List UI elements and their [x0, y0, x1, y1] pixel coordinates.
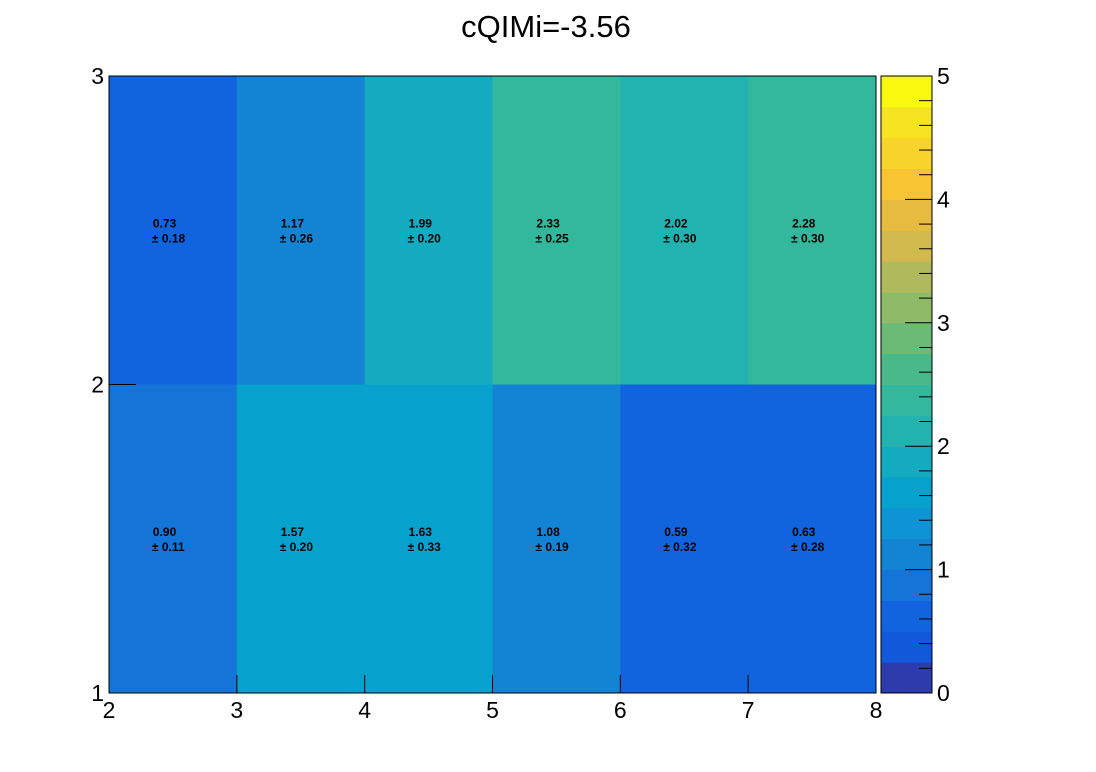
heatmap-cell — [748, 76, 877, 385]
colorbar-segment — [881, 199, 932, 231]
heatmap-cell — [492, 384, 621, 694]
heatmap-cell — [620, 76, 749, 385]
heatmap-cell — [364, 76, 493, 385]
colorbar-tick-label: 5 — [937, 63, 950, 89]
cell-value-label: 0.59 — [664, 525, 688, 539]
colorbar-segment — [881, 106, 932, 139]
x-tick-label: 6 — [614, 697, 627, 723]
y-tick-label: 3 — [91, 63, 104, 89]
heatmap-cell-labels: 0.73± 0.181.17± 0.261.99± 0.202.33± 0.25… — [152, 216, 825, 554]
heatmap-cell — [620, 384, 749, 694]
cell-error-label: ± 0.18 — [152, 231, 186, 245]
colorbar-segment — [881, 261, 932, 293]
cell-value-label: 1.08 — [536, 525, 560, 539]
cell-value-label: 1.17 — [281, 216, 305, 230]
x-tick-label: 4 — [358, 697, 371, 723]
heatmap-cell — [236, 384, 366, 694]
colorbar-segment — [881, 600, 932, 632]
cell-error-label: ± 0.32 — [663, 540, 697, 554]
colorbar-segment — [881, 415, 932, 447]
cell-value-label: 1.57 — [281, 525, 305, 539]
cell-value-label: 1.63 — [409, 525, 433, 539]
colorbar-segment — [881, 137, 932, 170]
x-tick-label: 7 — [742, 697, 755, 723]
colorbar-segment — [881, 662, 932, 694]
colorbar-segment — [881, 353, 932, 385]
heatmap-cell — [748, 384, 877, 694]
colorbar-tick-label: 0 — [937, 680, 950, 706]
heatmap-cells — [109, 76, 877, 694]
cell-value-label: 0.90 — [153, 525, 177, 539]
colorbar-segment — [881, 322, 932, 355]
color-scale-bar: 0 1 2 3 4 5 — [880, 63, 950, 706]
cell-error-label: ± 0.20 — [408, 231, 442, 245]
cell-error-label: ± 0.33 — [408, 540, 442, 554]
cell-value-label: 1.99 — [409, 216, 433, 230]
heatmap-cell — [364, 384, 493, 694]
y-tick-label: 2 — [91, 372, 104, 398]
cell-value-label: 0.73 — [153, 216, 177, 230]
x-tick-label: 3 — [230, 697, 243, 723]
colorbar-segment — [881, 384, 932, 416]
cell-error-label: ± 0.30 — [791, 231, 825, 245]
cell-value-label: 2.28 — [792, 216, 816, 230]
cell-value-label: 2.33 — [536, 216, 560, 230]
colorbar-tick-label: 3 — [937, 310, 950, 336]
cell-error-label: ± 0.25 — [535, 231, 569, 245]
cell-value-label: 2.02 — [664, 216, 688, 230]
colorbar-segment — [881, 230, 932, 262]
colorbar-segment — [881, 291, 932, 324]
colorbar-segment — [881, 477, 932, 509]
cell-error-label: ± 0.20 — [280, 540, 314, 554]
cell-error-label: ± 0.19 — [535, 540, 569, 554]
cell-error-label: ± 0.11 — [152, 540, 185, 554]
colorbar-tick-label: 2 — [937, 433, 950, 459]
heatmap-cell — [109, 76, 238, 385]
heatmap-cell — [236, 76, 366, 385]
x-tick-label: 2 — [103, 697, 116, 723]
heatmap-cell — [109, 384, 238, 694]
cell-value-label: 0.63 — [792, 525, 816, 539]
cell-error-label: ± 0.26 — [280, 231, 314, 245]
colorbar-segment — [881, 538, 932, 571]
colorbar-tick-label: 4 — [937, 186, 950, 212]
x-tick-label: 5 — [486, 697, 499, 723]
cell-error-label: ± 0.28 — [791, 540, 825, 554]
colorbar-segment — [881, 168, 932, 200]
chart-title: cQIMi=-3.56 — [461, 9, 631, 44]
colorbar-segment — [881, 446, 932, 478]
colorbar-segment — [881, 631, 932, 663]
heatmap-cell — [492, 76, 621, 385]
colorbar-segment — [881, 76, 932, 108]
colorbar-segment — [881, 569, 932, 601]
cell-error-label: ± 0.30 — [663, 231, 697, 245]
y-tick-label: 1 — [91, 680, 104, 706]
colorbar-segment — [881, 507, 932, 540]
colorbar-tick-label: 1 — [937, 557, 950, 583]
x-tick-label: 8 — [870, 697, 883, 723]
